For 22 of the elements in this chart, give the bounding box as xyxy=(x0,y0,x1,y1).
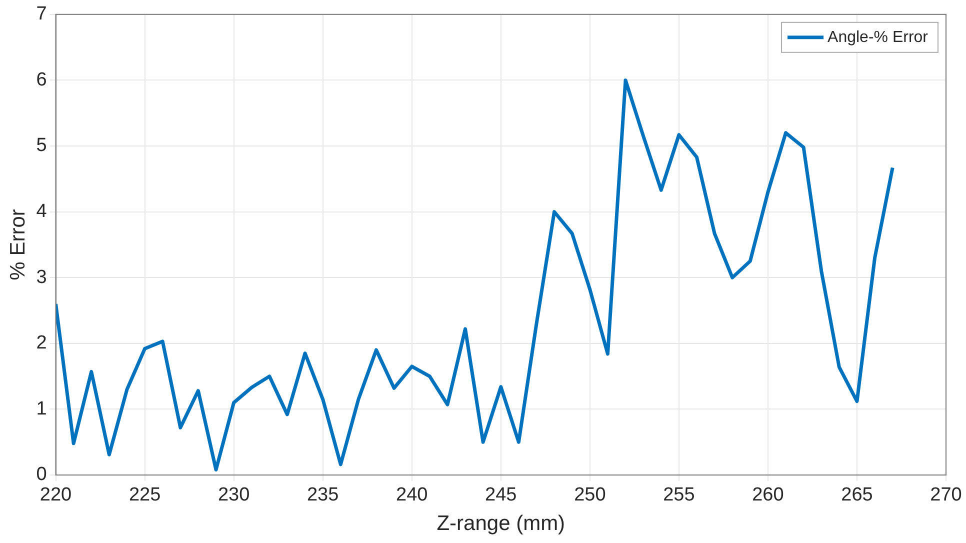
y-tick-label: 3 xyxy=(36,266,47,288)
x-tick-label: 220 xyxy=(40,484,72,506)
y-axis-title: % Error xyxy=(6,209,30,280)
x-tick-label: 245 xyxy=(485,484,517,506)
y-tick-label: 2 xyxy=(36,332,47,354)
x-tick-label: 260 xyxy=(752,484,784,506)
x-tick-label: 270 xyxy=(930,484,962,506)
legend-label: Angle-% Error xyxy=(828,28,929,46)
x-tick-label: 240 xyxy=(396,484,428,506)
x-axis-title: Z-range (mm) xyxy=(436,512,566,536)
x-tick-label: 250 xyxy=(574,484,606,506)
x-tick-label: 225 xyxy=(128,484,161,506)
y-tick-label: 5 xyxy=(36,135,47,156)
x-tick-label: 235 xyxy=(306,484,339,506)
x-tick-label: 230 xyxy=(218,484,250,506)
y-tick-label: 1 xyxy=(36,398,47,420)
y-tick-label: 0 xyxy=(36,464,47,486)
x-tick-label: 265 xyxy=(841,484,873,506)
x-tick-label: 255 xyxy=(663,484,695,506)
y-tick-label: 7 xyxy=(36,4,47,25)
y-tick-label: 6 xyxy=(36,69,47,90)
y-tick-label: 4 xyxy=(36,201,48,222)
